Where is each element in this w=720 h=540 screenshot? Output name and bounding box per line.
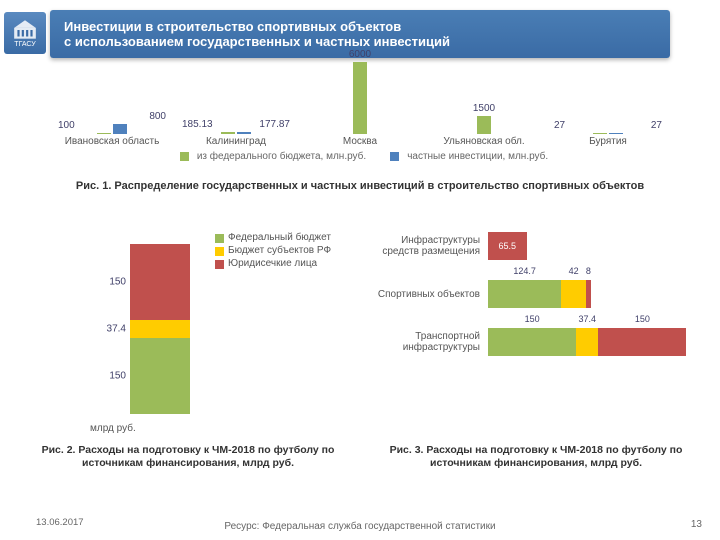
chart-3-row: Спортивных объектов124.7428 — [370, 272, 700, 316]
chart-3-segment-value: 65.5 — [495, 240, 519, 252]
chart-1-bar — [353, 62, 367, 134]
chart-3-segment: 42 — [561, 280, 586, 308]
chart-3-segment-value: 37.4 — [578, 314, 596, 324]
chart-1-group: 2727 — [546, 133, 670, 134]
legend-swatch — [390, 152, 399, 161]
legend-swatch — [215, 234, 224, 243]
chart-3-segment-value: 150 — [525, 314, 540, 324]
chart-2-xlabel: млрд руб. — [90, 423, 136, 434]
chart-2-segment-label: 150 — [84, 371, 126, 382]
chart-1-value-label: 27 — [554, 120, 565, 131]
chart-3-segment: 124.7 — [488, 280, 561, 308]
chart-3-segment: 65.5 — [488, 232, 527, 260]
chart-1-value-label: 1500 — [473, 103, 495, 114]
chart-3-segment-value: 150 — [635, 314, 650, 324]
chart-3-segment-value: 124.7 — [513, 266, 536, 276]
chart-1-caption: Рис. 1. Распределение государственных и … — [0, 180, 720, 192]
chart-1-value-label: 185.13 — [182, 119, 213, 130]
logo-text: ТГАСУ — [14, 41, 35, 48]
footer-page-number: 13 — [691, 519, 702, 530]
chart-1-value-label: 27 — [651, 120, 662, 131]
chart-3-row-label: Спортивных объектов — [370, 289, 488, 300]
chart-1-value-label: 100 — [58, 120, 75, 131]
chart-2-segment-label: 37.4 — [84, 324, 126, 335]
chart-1-category-label: Калининград — [174, 136, 298, 147]
chart-1-category-label: Ивановская область — [50, 136, 174, 147]
chart-2-legend: Федеральный бюджет Бюджет субъектов РФ Юри… — [215, 232, 331, 271]
chart-1-bar — [609, 133, 623, 134]
chart-1-bar — [221, 132, 235, 134]
chart-1-value-label: 177.87 — [259, 119, 290, 130]
chart-3-segment-value: 8 — [586, 266, 591, 276]
chart-2-caption: Рис. 2. Расходы на подготовку к ЧМ-2018 … — [28, 444, 348, 470]
chart-1-group: 1500 — [422, 116, 546, 134]
chart-3-segment: 150 — [598, 328, 686, 356]
legend-text: Юридисечкие лица — [228, 258, 317, 269]
chart-1-group: 100800 — [50, 124, 174, 134]
chart-3-segment-value: 42 — [569, 266, 579, 276]
chart-2-segment: 37.4 — [130, 320, 190, 339]
chart-1-bar — [477, 116, 491, 134]
legend-swatch — [215, 247, 224, 256]
chart-1-value-label: 6000 — [349, 49, 371, 60]
title-line-2: с использованием государственных и частн… — [64, 34, 656, 49]
chart-3-barwrap: 124.7428 — [488, 280, 700, 308]
chart-2-legend-item: Федеральный бюджет — [215, 232, 331, 243]
chart-1-bar — [113, 124, 127, 134]
chart-3-hstacked-bar: Инфраструктуры средств размещения 65.5 Спо… — [370, 224, 700, 434]
chart-2-legend-item: Юридисечкие лица — [215, 258, 331, 269]
chart-1-group: 185.13177.87 — [174, 132, 298, 134]
chart-1-category-label: Москва — [298, 136, 422, 147]
chart-3-segment: 150 — [488, 328, 576, 356]
chart-1-legend-item: из федерального бюджета, млн.руб. — [172, 151, 366, 162]
chart-3-row: Транспортной инфраструктуры15037.4150 — [370, 320, 700, 364]
chart-1-category-label: Ульяновская обл. — [422, 136, 546, 147]
footer-source: Ресурс: Федеральная служба государственн… — [0, 521, 720, 532]
chart-1-category-label: Бурятия — [546, 136, 670, 147]
chart-3-row-label: Инфраструктуры средств размещения — [370, 235, 488, 257]
chart-3-barwrap: 65.5 — [488, 232, 700, 260]
chart-1-legend-item: частные инвестиции, млн.руб. — [382, 151, 548, 162]
legend-swatch — [180, 152, 189, 161]
chart-1-value-label: 800 — [149, 111, 166, 122]
chart-1-group: 6000 — [298, 62, 422, 134]
org-logo: ТГАСУ — [4, 12, 46, 54]
chart-1-bar — [237, 132, 251, 134]
chart-2-stacked-column: 15037.4150 млрд руб. Федеральный бюджетБ… — [50, 218, 350, 438]
chart-2-legend-item: Бюджет субъектов РФ — [215, 245, 331, 256]
title-line-1: Инвестиции в строительство спортивных об… — [64, 19, 656, 34]
legend-text: Федеральный бюджет — [228, 232, 331, 243]
chart-1-bar — [97, 133, 111, 134]
chart-3-segment: 8 — [586, 280, 591, 308]
chart-2-segment: 150 — [130, 244, 190, 320]
chart-2-segment-label: 150 — [84, 276, 126, 287]
chart-1-bar — [593, 133, 607, 134]
chart-3-row: Инфраструктуры средств размещения 65.5 — [370, 224, 700, 268]
chart-1-grouped-bar: 100800185.13177.87600015002727 Ивановска… — [50, 62, 670, 170]
chart-2-segment: 150 — [130, 338, 190, 414]
chart-3-segment: 37.4 — [576, 328, 598, 356]
chart-1-legend: из федерального бюджета, млн.руб. частные… — [50, 151, 670, 162]
legend-swatch — [215, 260, 224, 269]
chart-3-caption: Рис. 3. Расходы на подготовку к ЧМ-2018 … — [376, 444, 696, 470]
legend-text: Бюджет субъектов РФ — [228, 245, 331, 256]
chart-3-row-label: Транспортной инфраструктуры — [370, 331, 488, 353]
chart-3-barwrap: 15037.4150 — [488, 328, 700, 356]
